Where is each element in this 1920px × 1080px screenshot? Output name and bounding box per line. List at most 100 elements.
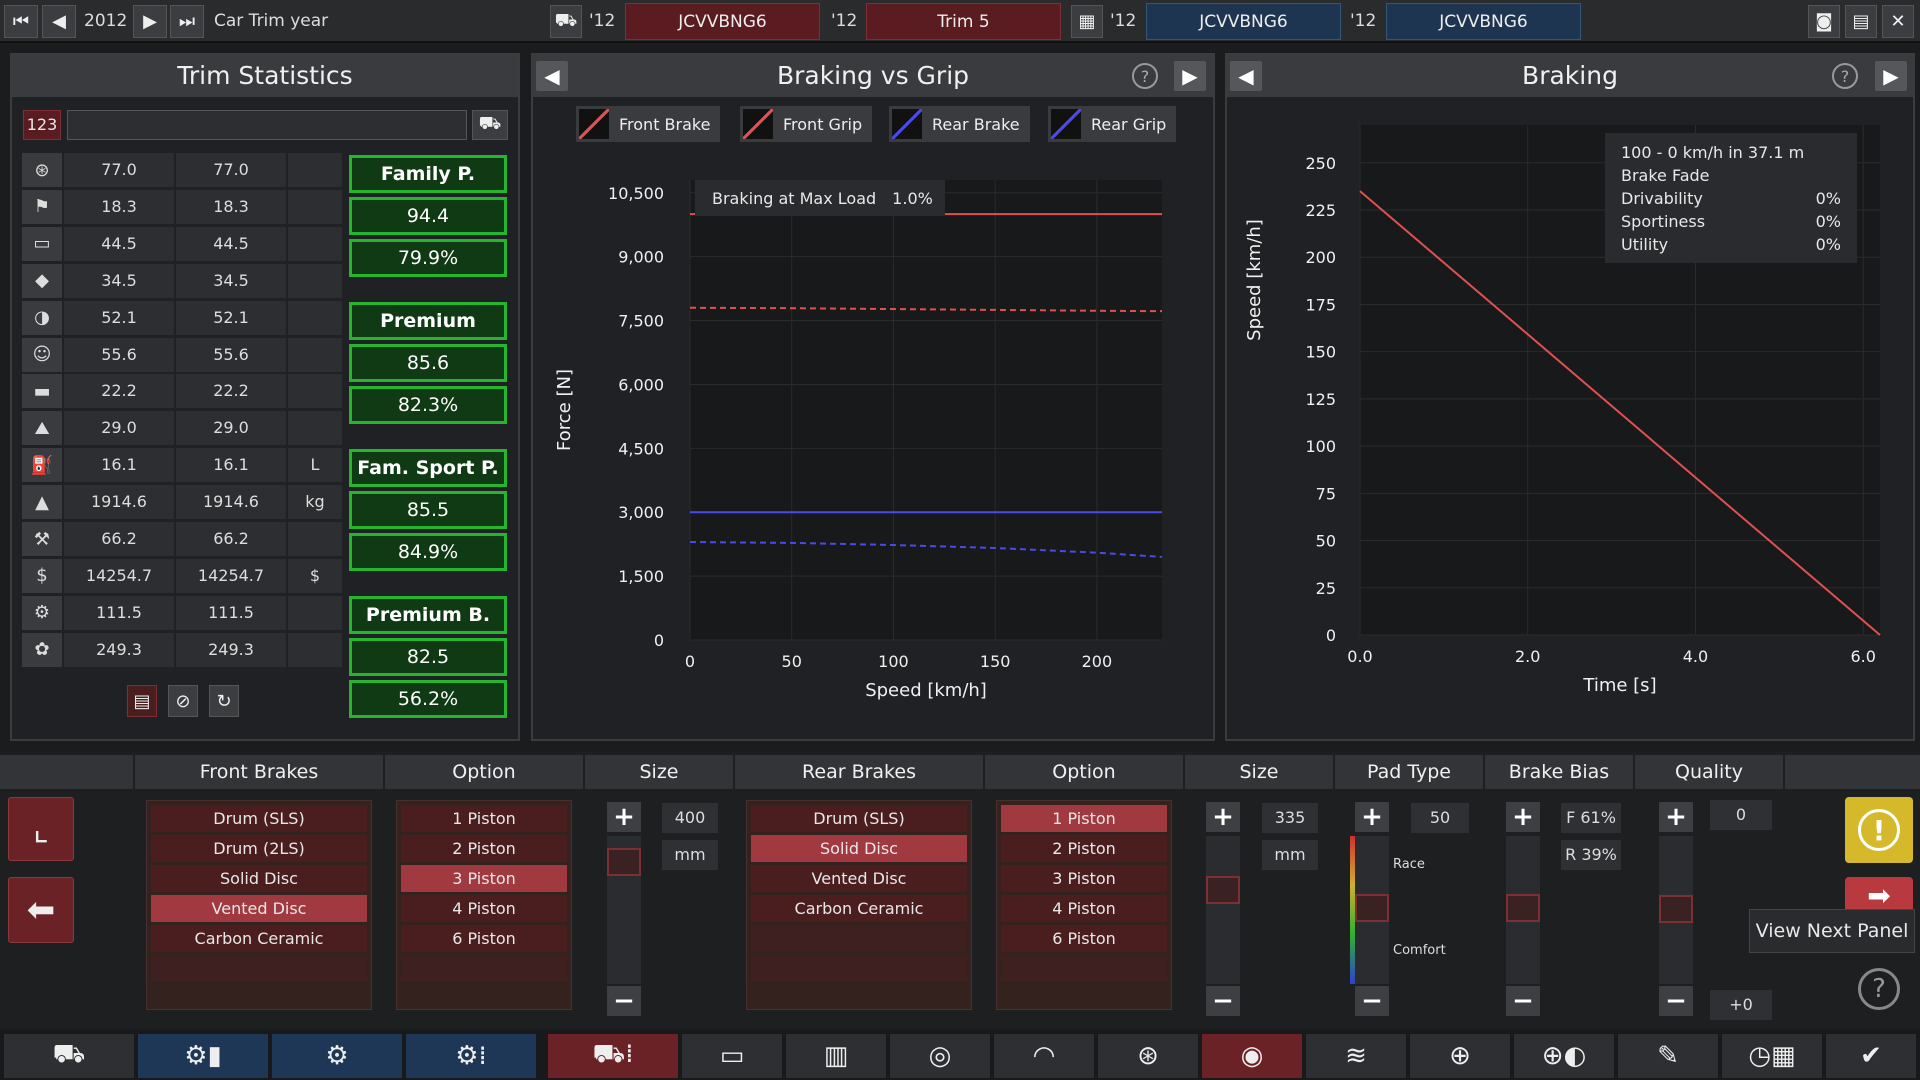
braking-next-button[interactable]: ▶ bbox=[1875, 61, 1907, 91]
brake-option[interactable]: 6 Piston bbox=[1001, 925, 1167, 952]
clear-button[interactable]: ⊘ bbox=[168, 685, 198, 717]
last-year-button[interactable]: ⏭ bbox=[170, 5, 204, 38]
back-button[interactable]: ⬅ bbox=[8, 877, 74, 943]
front-size-plus[interactable]: + bbox=[607, 802, 641, 832]
pad-type-minus[interactable]: − bbox=[1355, 986, 1389, 1016]
tab-tune[interactable]: ✎ bbox=[1618, 1034, 1718, 1078]
suspension-view-button[interactable]: ⌞ bbox=[8, 797, 74, 861]
top-bar: ⏮ ◀ 2012 ▶ ⏭ Car Trim year ⛟ '12 JCVVBNG… bbox=[0, 0, 1920, 43]
brake-option[interactable]: Drum (SLS) bbox=[151, 805, 367, 832]
brake-option[interactable]: Vented Disc bbox=[751, 865, 967, 892]
brake-option[interactable]: 6 Piston bbox=[401, 925, 567, 952]
first-year-button[interactable]: ⏮ bbox=[4, 5, 38, 38]
front-size-slider[interactable] bbox=[607, 848, 641, 876]
brake-option[interactable]: 1 Piston bbox=[1001, 805, 1167, 832]
brake-option[interactable]: 4 Piston bbox=[401, 895, 567, 922]
brake-option[interactable]: Drum (SLS) bbox=[751, 805, 967, 832]
braking-prev-button[interactable]: ◀ bbox=[1230, 61, 1262, 91]
prev-year-button[interactable]: ◀ bbox=[42, 5, 76, 38]
brake-bias-minus[interactable]: − bbox=[1506, 986, 1540, 1016]
tab-test[interactable]: ◷▦ bbox=[1722, 1034, 1822, 1078]
tab-aero[interactable]: ≋ bbox=[1306, 1034, 1406, 1078]
stat-unit bbox=[288, 522, 342, 556]
stat-compare-value: 29.0 bbox=[176, 411, 286, 446]
calculator-button[interactable]: ▤ bbox=[1845, 5, 1877, 38]
engine-selector-1[interactable]: JCVVBNG6 bbox=[1146, 3, 1341, 40]
front-size-minus[interactable]: − bbox=[607, 986, 641, 1016]
legend-label: Rear Brake bbox=[932, 114, 1020, 134]
brake-option[interactable]: 2 Piston bbox=[401, 835, 567, 862]
tab-safety[interactable]: ⊕◐ bbox=[1514, 1034, 1614, 1078]
close-button[interactable]: ✕ bbox=[1882, 5, 1914, 38]
rear-size-minus[interactable]: − bbox=[1206, 986, 1240, 1016]
brake-option[interactable]: 2 Piston bbox=[1001, 835, 1167, 862]
brake-option[interactable]: 1 Piston bbox=[401, 805, 567, 832]
tab-engine-family[interactable]: ⚙▮ bbox=[138, 1034, 268, 1078]
demographic-name[interactable]: Premium bbox=[349, 302, 507, 340]
brake-bias-plus[interactable]: + bbox=[1506, 802, 1540, 832]
legend-item[interactable]: Rear Brake bbox=[889, 106, 1030, 142]
trim-selector[interactable]: Trim 5 bbox=[866, 3, 1061, 40]
pad-type-plus[interactable]: + bbox=[1355, 802, 1389, 832]
brake-bias-slider[interactable] bbox=[1506, 894, 1540, 922]
legend-item[interactable]: Front Brake bbox=[576, 106, 721, 142]
trim-view-button[interactable]: ⛟ bbox=[550, 5, 582, 38]
tab-body[interactable]: ▥ bbox=[786, 1034, 886, 1078]
legend-item[interactable]: Rear Grip bbox=[1048, 106, 1177, 142]
front-brakes-header: Front Brakes bbox=[135, 755, 383, 789]
stat-compare-value: 249.3 bbox=[176, 632, 286, 667]
view-next-panel-button[interactable]: ➡ bbox=[1845, 877, 1913, 913]
legend-item[interactable]: Front Grip bbox=[740, 106, 873, 142]
tab-wheels[interactable]: ⊛ bbox=[1098, 1034, 1198, 1078]
engine-selector-2[interactable]: JCVVBNG6 bbox=[1386, 3, 1581, 40]
config-help-button[interactable]: ? bbox=[1858, 968, 1900, 1010]
car-select-button[interactable]: ⛟ bbox=[472, 110, 508, 140]
demographic-name[interactable]: Fam. Sport P. bbox=[349, 449, 507, 487]
tab-brakes[interactable]: ◉ bbox=[1202, 1034, 1302, 1078]
quality-slider[interactable] bbox=[1659, 895, 1693, 923]
brake-option[interactable]: 3 Piston bbox=[1001, 865, 1167, 892]
report-button[interactable]: ▤ bbox=[127, 685, 157, 717]
rear-size-track[interactable] bbox=[1206, 836, 1240, 984]
brake-option[interactable]: 4 Piston bbox=[1001, 895, 1167, 922]
tab-finish[interactable]: ✔ bbox=[1826, 1034, 1916, 1078]
empty-slot bbox=[1001, 955, 1167, 982]
brake-option[interactable]: Vented Disc bbox=[151, 895, 367, 922]
help-button[interactable]: ? bbox=[1132, 63, 1158, 89]
prev-panel-button[interactable]: ◀ bbox=[536, 61, 568, 91]
next-panel-button[interactable]: ▶ bbox=[1174, 61, 1206, 91]
tab-suspension[interactable]: ⊕ bbox=[1410, 1034, 1510, 1078]
next-year-button[interactable]: ▶ bbox=[133, 5, 167, 38]
braking-vs-grip-title: Braking vs Grip bbox=[533, 55, 1213, 97]
y-tick-label: 3,000 bbox=[618, 503, 664, 522]
engine-view-button[interactable]: ▦ bbox=[1071, 5, 1103, 38]
brake-option[interactable]: 3 Piston bbox=[401, 865, 567, 892]
tab-engine-tune[interactable]: ⚙⁞ bbox=[406, 1034, 536, 1078]
brake-option[interactable]: Solid Disc bbox=[751, 835, 967, 862]
brake-option[interactable]: Carbon Ceramic bbox=[151, 925, 367, 952]
reset-button[interactable]: ↻ bbox=[209, 685, 239, 717]
tab-fixture[interactable]: ◎ bbox=[890, 1034, 990, 1078]
tab-car-model[interactable]: ⛟ bbox=[4, 1034, 134, 1078]
question-icon: ? bbox=[1840, 66, 1850, 86]
rear-size-slider[interactable] bbox=[1206, 876, 1240, 904]
pad-type-slider[interactable] bbox=[1355, 894, 1389, 922]
brake-option[interactable]: Drum (2LS) bbox=[151, 835, 367, 862]
model-selector-1[interactable]: JCVVBNG6 bbox=[625, 3, 820, 40]
braking-help-button[interactable]: ? bbox=[1832, 63, 1858, 89]
quality-plus[interactable]: + bbox=[1659, 802, 1693, 832]
brake-option[interactable]: Solid Disc bbox=[151, 865, 367, 892]
warning-button[interactable]: ! bbox=[1845, 797, 1913, 863]
screenshot-button[interactable]: ◙ bbox=[1808, 5, 1840, 38]
search-input[interactable] bbox=[67, 110, 467, 140]
car-front-icon: ⛟ bbox=[554, 9, 578, 31]
demographic-name[interactable]: Premium B. bbox=[349, 596, 507, 634]
quality-minus[interactable]: − bbox=[1659, 986, 1693, 1016]
tab-trim[interactable]: ⛟⁞ bbox=[548, 1034, 678, 1078]
tab-interior[interactable]: ◠ bbox=[994, 1034, 1094, 1078]
rear-size-plus[interactable]: + bbox=[1206, 802, 1240, 832]
tab-engine-parts[interactable]: ⚙ bbox=[272, 1034, 402, 1078]
tab-chassis[interactable]: ▭ bbox=[682, 1034, 782, 1078]
demographic-name[interactable]: Family P. bbox=[349, 155, 507, 193]
brake-option[interactable]: Carbon Ceramic bbox=[751, 895, 967, 922]
